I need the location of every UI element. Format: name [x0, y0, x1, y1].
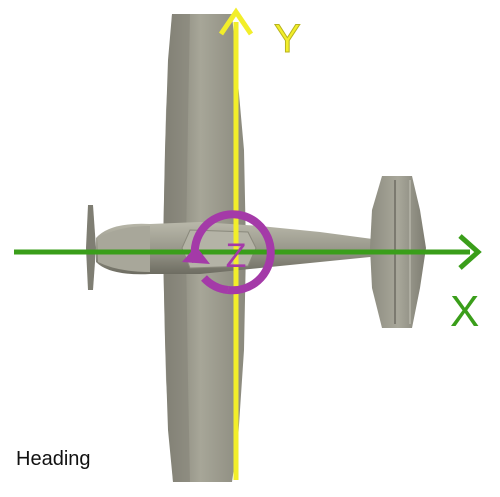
x-axis-label: X — [450, 287, 479, 336]
z-rotation-arc — [190, 210, 275, 295]
y-axis-label: Y — [274, 17, 301, 61]
z-axis-label: Z — [226, 237, 247, 275]
cowling — [98, 226, 150, 272]
z-rotation-indicator: Z — [182, 210, 275, 295]
propeller — [86, 205, 96, 290]
caption-heading: Heading — [16, 448, 91, 470]
x-axis-arrowhead — [458, 234, 482, 270]
x-axis: X — [14, 234, 482, 336]
z-rotation-arrowhead — [182, 246, 210, 264]
y-axis-arrowhead — [218, 7, 254, 36]
aircraft-top-view — [86, 14, 426, 482]
z-rotation-arc-lower — [201, 275, 229, 294]
